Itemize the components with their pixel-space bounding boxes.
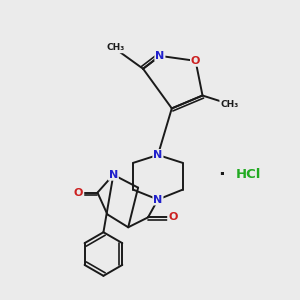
Text: O: O [168,212,178,222]
Text: CH₃: CH₃ [106,44,124,52]
Text: O: O [74,188,83,198]
Text: N: N [155,51,164,61]
Text: O: O [191,56,200,66]
Text: N: N [153,194,163,205]
Text: N: N [109,170,118,180]
Text: N: N [153,150,163,160]
Text: ·: · [218,166,225,184]
Text: HCl: HCl [236,168,262,181]
Text: CH₃: CH₃ [220,100,238,109]
